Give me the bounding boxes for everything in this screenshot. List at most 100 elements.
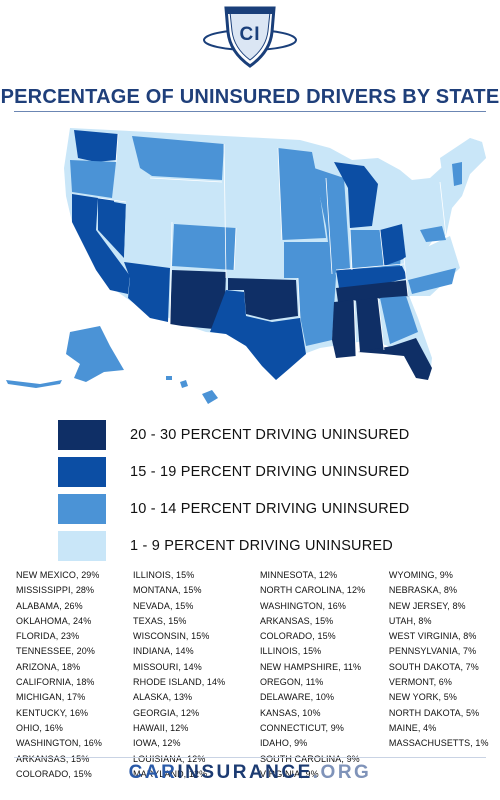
region-washington <box>74 130 118 162</box>
stats-column-1: NEW MEXICO, 29% MISSISSIPPI, 28% ALABAMA, … <box>16 568 133 782</box>
state-stats: NEW MEXICO, 29% MISSISSIPPI, 28% ALABAMA, … <box>16 568 496 782</box>
region-alabama <box>356 298 384 352</box>
state-stat: DELAWARE, 10% <box>259 692 335 703</box>
legend-label: 20 - 30 PERCENT DRIVING UNINSURED <box>130 427 410 443</box>
alaska-islands <box>6 380 62 388</box>
region-pennsylvania-ny <box>404 182 452 236</box>
state-stat: IOWA, 12% <box>133 738 181 749</box>
state-stat: VIRGINIA, 9% <box>259 768 319 779</box>
state-stat: ARKANSAS, 15% <box>16 753 90 764</box>
state-stat: WISCONSIN, 15% <box>133 631 210 642</box>
state-stat: CONNECTICUT, 9% <box>259 722 344 733</box>
state-stat: OHIO, 16% <box>16 722 63 733</box>
state-stat: MASSACHUSETTS, 1% <box>388 738 489 749</box>
region-dakotas-nebraska-kansas <box>224 146 280 278</box>
page-title: PERCENTAGE OF UNINSURED DRIVERS BY STATE <box>0 86 500 108</box>
state-stat: OKLAHOMA, 24% <box>16 615 92 626</box>
state-stat: MISSOURI, 14% <box>133 661 202 672</box>
state-stat: LOUISIANA, 12% <box>133 753 206 764</box>
region-maryland <box>420 226 446 242</box>
state-stat: UTAH, 8% <box>388 615 432 626</box>
region-colorado <box>172 224 236 270</box>
state-stat: NEVADA, 15% <box>133 600 194 611</box>
shield-logo-icon <box>203 6 297 68</box>
state-stat: OREGON, 11% <box>259 677 324 688</box>
state-stat: NEW MEXICO, 29% <box>16 570 100 580</box>
state-stat: KENTUCKY, 16% <box>16 707 89 718</box>
state-stat: COLORADO, 15% <box>16 768 92 779</box>
legend-swatch <box>58 420 106 450</box>
legend-item: 15 - 19 PERCENT DRIVING UNINSURED <box>58 457 409 487</box>
region-hawaii <box>166 376 218 404</box>
region-tennessee <box>336 280 410 302</box>
state-stat: IDAHO, 9% <box>259 738 308 749</box>
state-stat: WYOMING, 9% <box>388 570 454 580</box>
state-stat: WEST VIRGINIA, 8% <box>388 631 477 642</box>
state-stat: ILLINOIS, 15% <box>259 646 322 657</box>
region-georgia <box>380 296 418 344</box>
state-stat: WASHINGTON, 16% <box>259 600 346 611</box>
brand-part-org: .ORG <box>312 762 372 783</box>
stats-column-2: ILLINOIS, 15% MONTANA, 15% NEVADA, 15% TEXA… <box>133 568 260 782</box>
state-stat: PENNSYLVANIA, 7% <box>388 646 477 657</box>
region-new-hampshire <box>452 162 462 186</box>
region-oregon <box>70 160 116 198</box>
region-wyoming <box>150 178 222 222</box>
legend-item: 20 - 30 PERCENT DRIVING UNINSURED <box>58 420 409 450</box>
state-borders <box>97 133 447 357</box>
state-stat: TEXAS, 15% <box>133 615 187 626</box>
state-stat: SOUTH DAKOTA, 7% <box>388 661 479 672</box>
region-florida <box>358 338 432 380</box>
region-oklahoma <box>228 278 298 320</box>
stats-column-3: MINNESOTA, 12% NORTH CAROLINA, 12% WASHING… <box>260 568 385 782</box>
state-stat: MICHIGAN, 17% <box>16 692 86 703</box>
legend-item: 1 - 9 PERCENT DRIVING UNINSURED <box>58 531 409 561</box>
region-idaho <box>114 134 150 208</box>
title-divider <box>14 111 486 112</box>
region-wisconsin-illinois <box>314 168 350 274</box>
state-stat: INDIANA, 14% <box>133 646 194 657</box>
state-stat: CALIFORNIA, 18% <box>16 677 95 688</box>
state-stat: FLORIDA, 23% <box>16 631 80 642</box>
state-stat: MARYLAND, 12% <box>133 768 208 779</box>
legend: 20 - 30 PERCENT DRIVING UNINSURED 15 - 19… <box>58 420 409 568</box>
region-texas <box>210 290 306 380</box>
region-california <box>72 194 130 294</box>
region-mississippi <box>332 300 356 358</box>
region-minnesota-iowa <box>278 148 326 240</box>
state-stat: HAWAII, 12% <box>133 722 189 733</box>
brand-part-car: CAR <box>128 762 178 783</box>
state-stat: TENNESSEE, 20% <box>16 646 95 657</box>
region-michigan <box>334 162 378 228</box>
region-missouri-arkansas-louisiana <box>284 242 336 346</box>
state-stat: NEBRASKA, 8% <box>388 585 458 596</box>
legend-label: 10 - 14 PERCENT DRIVING UNINSURED <box>130 501 410 517</box>
footer-divider <box>14 757 486 758</box>
state-stat: ALASKA, 13% <box>133 692 193 703</box>
state-stat: SOUTH CAROLINA, 9% <box>259 753 360 764</box>
logo-text: CI <box>239 24 261 45</box>
logo: CI <box>200 4 300 72</box>
us-map <box>0 118 500 408</box>
state-stat: MISSISSIPPI, 28% <box>16 585 95 596</box>
state-stat: KANSAS, 10% <box>259 707 321 718</box>
state-stat: VERMONT, 6% <box>388 677 453 688</box>
state-stat: NEW HAMPSHIRE, 11% <box>259 661 362 672</box>
legend-item: 10 - 14 PERCENT DRIVING UNINSURED <box>58 494 409 524</box>
state-stat: MAINE, 4% <box>388 722 437 733</box>
state-stat: NORTH DAKOTA, 5% <box>388 707 480 718</box>
state-stat: ILLINOIS, 15% <box>133 570 195 580</box>
legend-label: 1 - 9 PERCENT DRIVING UNINSURED <box>130 538 393 554</box>
legend-label: 15 - 19 PERCENT DRIVING UNINSURED <box>130 464 410 480</box>
us-map-graphic <box>6 128 486 404</box>
state-stat: ALABAMA, 26% <box>16 600 83 611</box>
footer-brand[interactable]: CARINSURANCE.ORG <box>0 762 500 784</box>
region-north-carolina <box>408 268 456 294</box>
legend-swatch <box>58 457 106 487</box>
legend-swatch <box>58 494 106 524</box>
state-stat: GEORGIA, 12% <box>133 707 200 718</box>
state-stat: NEW JERSEY, 8% <box>388 600 466 611</box>
state-stat: ARKANSAS, 15% <box>259 615 334 626</box>
state-stat: RHODE ISLAND, 14% <box>133 677 226 688</box>
state-stat: MINNESOTA, 12% <box>259 570 338 580</box>
